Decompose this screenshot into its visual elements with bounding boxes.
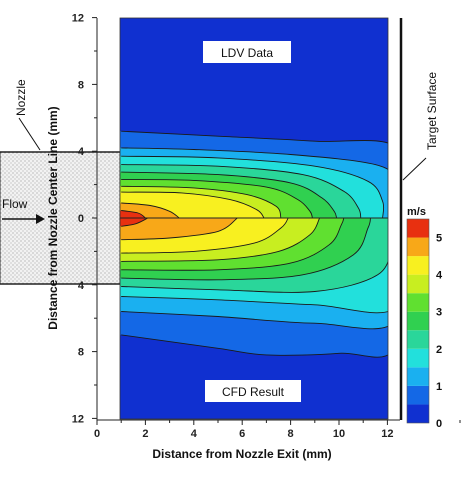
y-tick-label: 12	[72, 13, 84, 25]
ldv-contour-line-5	[121, 210, 146, 219]
colorbar: 0 1 2 3 4 5	[406, 218, 443, 430]
y-tick-label: 0	[78, 213, 84, 225]
cfd-contour-line-0.5	[121, 334, 388, 358]
colorbar-tick-label: 5	[436, 233, 442, 245]
x-axis-title: Distance from Nozzle Exit (mm)	[152, 447, 331, 461]
colorbar-unit: m/s	[407, 206, 426, 218]
cfd-contour-line-4.5	[121, 217, 238, 241]
nozzle-leader	[18, 117, 41, 151]
ldv-contour-line-1.5	[121, 155, 385, 219]
cfd-contour-line-4	[121, 217, 289, 254]
colorbar-segment	[407, 311, 429, 331]
colorbar-segment	[407, 348, 429, 368]
contour-lines	[121, 130, 388, 358]
cfd-contour-line-2	[121, 260, 388, 293]
nozzle-body	[0, 151, 121, 285]
nozzle-label: Nozzle	[14, 79, 28, 116]
x-tick-label: 2	[142, 428, 148, 440]
x-tick-label: 12	[381, 428, 393, 440]
ldv-band-5	[120, 210, 146, 218]
colorbar-tick-label: 3	[436, 307, 442, 319]
y-tick-label: 8	[78, 347, 84, 359]
ldv-contour-line-4	[121, 191, 265, 219]
y-tick-label: 4	[78, 146, 85, 158]
x-tick-label: 4	[191, 428, 198, 440]
colorbar-tick-label: 1	[436, 381, 442, 393]
cfd-contour-line-3.5	[121, 217, 321, 262]
x-tick-label: 8	[288, 428, 294, 440]
x-tick-label: 0	[94, 428, 100, 440]
target-surface-label: Target Surface	[425, 72, 439, 150]
colorbar-tick-label: 0	[436, 418, 442, 430]
cfd-contour-line-1.5	[121, 296, 388, 314]
cfd-contour-line-3	[121, 217, 345, 271]
colorbar-segment	[407, 237, 429, 257]
x-tick-label: 10	[333, 428, 345, 440]
ldv-contour-line-0.5	[121, 130, 388, 144]
colorbar-frame	[406, 218, 430, 424]
cfd-contour-line-2.5	[121, 217, 371, 281]
ldv-contour-line-3.5	[121, 185, 282, 219]
ldv-contour-line-1	[121, 147, 388, 170]
colorbar-segment	[407, 219, 429, 238]
cfd-band-5	[120, 218, 148, 227]
colorbar-tick-label: 4	[436, 270, 443, 282]
cfd-contour-line-5	[121, 217, 149, 227]
y-axis-title: Distance from Nozzle Center Line (mm)	[46, 106, 60, 329]
cfd-contour-line-1	[121, 311, 388, 330]
y-tick-label: 4	[78, 280, 85, 292]
y-tick-label: 8	[78, 79, 84, 91]
y-tick-label: 12	[72, 413, 84, 425]
colorbar-segment	[407, 404, 429, 423]
ldv-contour-line-3	[121, 179, 313, 219]
colorbar-segment	[407, 274, 429, 294]
ldv-contour-line-4.5	[121, 202, 180, 219]
flow-label: Flow	[2, 197, 28, 211]
colorbar-segment	[407, 385, 429, 405]
cfd-band-4.5	[120, 218, 238, 240]
ldv-label: LDV Data	[221, 46, 273, 60]
ldv-label-box	[203, 41, 291, 63]
cfd-label-box	[205, 380, 301, 402]
colorbar-tick-label: 2	[436, 344, 442, 356]
colorbar-segment	[407, 293, 429, 312]
ldv-contour-line-2.5	[121, 171, 338, 219]
plot-frame	[119, 17, 389, 420]
colorbar-segment	[407, 330, 429, 349]
x-tick-label: 6	[239, 428, 245, 440]
ldv-contour-line-2	[121, 164, 362, 219]
colorbar-segment	[407, 367, 429, 386]
flow-arrow-head	[36, 214, 45, 224]
colorbar-segment	[407, 256, 429, 275]
target-surface-leader	[402, 157, 427, 181]
cfd-label: CFD Result	[222, 385, 285, 399]
